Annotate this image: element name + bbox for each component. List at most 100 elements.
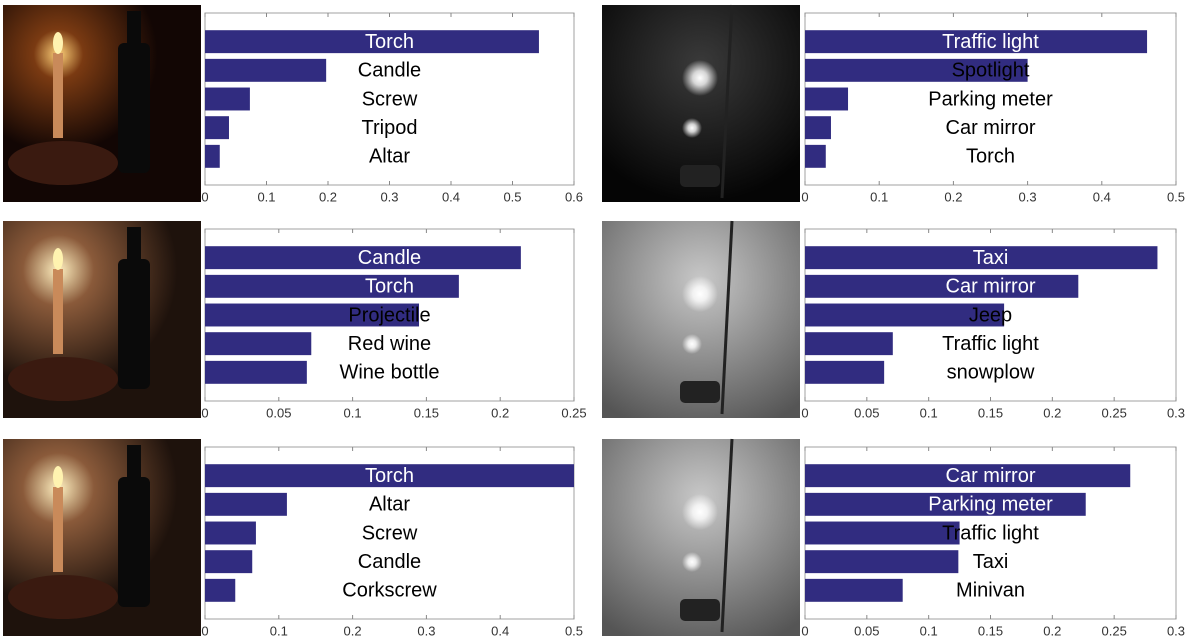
bar <box>805 579 903 602</box>
x-tick-label: 0.2 <box>491 405 509 420</box>
x-tick-label: 0.2 <box>1043 623 1061 638</box>
x-tick-label: 0.05 <box>854 405 879 420</box>
bar <box>805 361 884 384</box>
x-tick-label: 0.2 <box>344 623 362 638</box>
bar <box>205 361 307 384</box>
car <box>680 165 720 187</box>
flame <box>53 248 63 270</box>
bar <box>805 275 1078 298</box>
x-tick-label: 0.4 <box>442 189 460 204</box>
bottle <box>118 43 150 173</box>
x-tick-label: 0.25 <box>1102 405 1127 420</box>
bar-label: snowplow <box>947 362 1035 384</box>
x-tick-label: 0.5 <box>565 623 583 638</box>
bar <box>205 579 235 602</box>
x-tick-label: 0.5 <box>1167 189 1185 204</box>
x-tick-label: 0.25 <box>561 405 586 420</box>
bar <box>205 493 287 516</box>
x-tick-label: 0 <box>201 405 208 420</box>
bar-label: Traffic light <box>942 31 1039 53</box>
photo <box>3 221 201 418</box>
x-tick-label: 0.15 <box>978 623 1003 638</box>
bar-label: Wine bottle <box>339 362 439 384</box>
x-tick-label: 0.2 <box>1043 405 1061 420</box>
bar-label: Car mirror <box>946 465 1036 487</box>
bar-label: Screw <box>362 522 418 544</box>
bottle <box>118 477 150 607</box>
bar-label: Tripod <box>362 117 418 139</box>
bar <box>805 332 893 355</box>
x-tick-label: 0.3 <box>380 189 398 204</box>
bar-label: Taxi <box>973 247 1009 269</box>
bar-label: Spotlight <box>952 60 1030 82</box>
lamp <box>682 552 702 572</box>
photo <box>3 439 201 636</box>
x-tick-label: 0 <box>801 405 808 420</box>
bar <box>805 522 960 545</box>
bar <box>205 522 256 545</box>
photo <box>602 5 800 202</box>
x-tick-label: 0.2 <box>319 189 337 204</box>
bar-label: Taxi <box>973 551 1009 573</box>
photo <box>602 221 800 418</box>
flame <box>53 466 63 488</box>
photo <box>3 5 201 202</box>
x-tick-label: 0.3 <box>1019 189 1037 204</box>
lamp <box>682 118 702 138</box>
x-tick-label: 0 <box>201 623 208 638</box>
bar <box>205 550 252 573</box>
bar <box>805 116 831 139</box>
bar-label: Traffic light <box>942 333 1039 355</box>
x-tick-label: 0.15 <box>414 405 439 420</box>
bar <box>805 145 826 168</box>
x-tick-label: 0.2 <box>944 189 962 204</box>
lamp <box>682 334 702 354</box>
bar-label: Torch <box>365 465 414 487</box>
chart: 00.050.10.150.20.250.3Car mirrorParking … <box>801 447 1185 638</box>
bar <box>205 332 311 355</box>
x-tick-label: 0 <box>801 189 808 204</box>
photo <box>602 439 800 636</box>
candle <box>53 269 63 354</box>
bar <box>205 88 250 111</box>
x-tick-label: 0.1 <box>344 405 362 420</box>
bar <box>805 550 958 573</box>
candle <box>53 53 63 138</box>
car <box>680 381 720 403</box>
bar <box>205 59 326 82</box>
x-tick-label: 0.4 <box>1093 189 1111 204</box>
bar-label: Candle <box>358 551 421 573</box>
bar-label: Torch <box>365 31 414 53</box>
bar <box>205 275 459 298</box>
x-tick-label: 0.3 <box>417 623 435 638</box>
x-tick-label: 0.05 <box>266 405 291 420</box>
lamp <box>682 276 718 312</box>
figure: 00.10.20.30.40.50.6TorchCandleScrewTripo… <box>0 0 1192 641</box>
x-tick-label: 0.1 <box>270 623 288 638</box>
bar <box>205 116 229 139</box>
bottle-neck <box>127 445 141 485</box>
bar-label: Parking meter <box>928 494 1053 516</box>
bar-label: Traffic light <box>942 522 1039 544</box>
lamp <box>682 494 718 530</box>
bar-label: Jeep <box>969 304 1012 326</box>
x-tick-label: 0.1 <box>257 189 275 204</box>
lamp <box>682 60 718 96</box>
bar-label: Car mirror <box>946 276 1036 298</box>
x-tick-label: 0.5 <box>503 189 521 204</box>
bar-label: Corkscrew <box>342 580 437 602</box>
bar <box>805 88 848 111</box>
car <box>680 599 720 621</box>
bar-label: Projectile <box>348 304 430 326</box>
x-tick-label: 0 <box>201 189 208 204</box>
x-tick-label: 0.1 <box>870 189 888 204</box>
bottle <box>118 259 150 389</box>
x-tick-label: 0.1 <box>920 623 938 638</box>
candle <box>53 487 63 572</box>
x-tick-label: 0.05 <box>854 623 879 638</box>
bar-label: Red wine <box>348 333 431 355</box>
x-tick-label: 0.25 <box>1102 623 1127 638</box>
